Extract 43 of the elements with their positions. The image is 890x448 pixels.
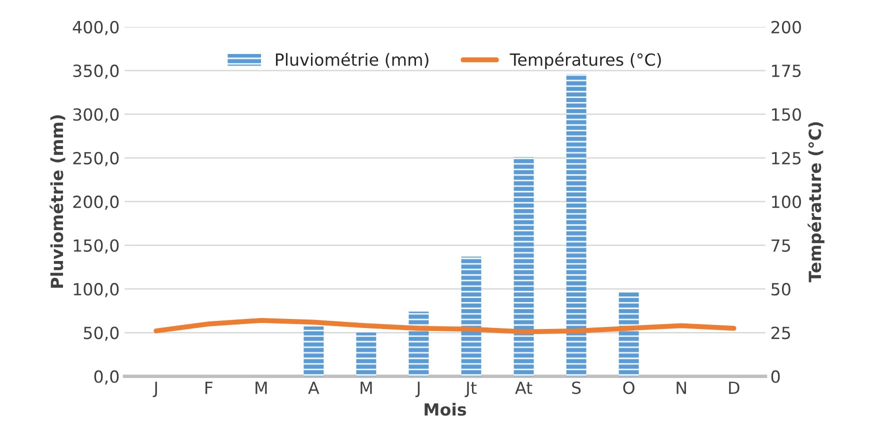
y-tick-label: 200,0 xyxy=(73,196,119,210)
x-tick-label: M xyxy=(256,382,267,394)
x-tick-label: S xyxy=(572,381,581,394)
y-tick-label: 350,0 xyxy=(73,64,119,79)
x-tick-label: At xyxy=(515,382,532,394)
y2-tick-label: 100 xyxy=(772,196,801,208)
y2-tick-label: 125 xyxy=(772,152,801,164)
y2-tick-label: 150 xyxy=(772,108,801,121)
y2-tick-label: 200 xyxy=(771,20,801,34)
line-series xyxy=(154,318,736,334)
x-tick-label: F xyxy=(205,382,212,394)
y-tick-label: 300,0 xyxy=(73,108,119,123)
bar xyxy=(514,157,534,376)
y-tick-label: 400,0 xyxy=(72,20,119,36)
legend-label: Températures (°C) xyxy=(510,52,661,70)
y2-tick-label: 175 xyxy=(772,64,801,78)
x-axis-title: Mois xyxy=(424,402,466,416)
y-tick-label: 50,0 xyxy=(84,326,119,341)
y2-tick-label: 50 xyxy=(772,282,790,296)
bar xyxy=(304,326,324,376)
bar xyxy=(461,256,482,376)
y-tick-label: 0,0 xyxy=(94,370,119,385)
y2-tick-label: 25 xyxy=(771,326,790,340)
y-tick-label: 250,0 xyxy=(73,152,119,166)
bar xyxy=(566,74,586,376)
x-tick-label: O xyxy=(623,381,634,394)
x-tick-label: M xyxy=(360,382,372,394)
legend-label: Pluviométrie (mm) xyxy=(276,52,428,68)
x-tick-label: A xyxy=(308,382,320,394)
x-tick-label: N xyxy=(676,382,686,394)
bar xyxy=(356,332,376,376)
x-tick-label: J xyxy=(415,382,420,398)
bar xyxy=(408,312,429,376)
y-tick-label: 150,0 xyxy=(74,239,119,254)
y2-axis-title: Température (°C) xyxy=(808,122,824,282)
y2-tick-label: 0 xyxy=(771,370,780,383)
bar xyxy=(618,292,639,376)
x-tick-label: J xyxy=(152,382,157,398)
x-tick-label: D xyxy=(729,382,740,394)
y-axis-title: Pluviométrie (mm) xyxy=(50,115,66,288)
y2-tick-label: 75 xyxy=(772,239,790,252)
x-tick-label: Jt xyxy=(464,382,477,398)
y-tick-label: 100,0 xyxy=(74,282,119,298)
